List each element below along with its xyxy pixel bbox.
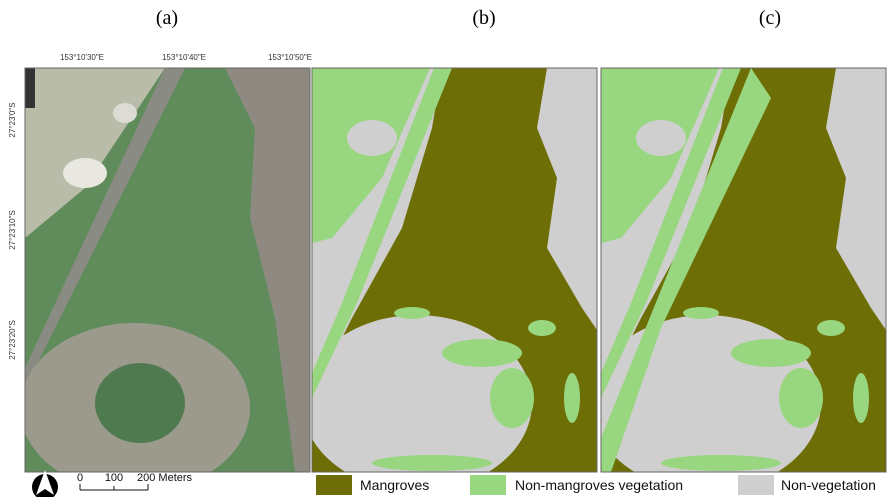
scale-bar <box>80 484 148 490</box>
legend-swatch <box>316 475 352 495</box>
latitude-label: 27°23'0"S <box>8 102 17 137</box>
classification-panel <box>302 68 597 491</box>
panel-label: (c) <box>759 7 781 29</box>
legend-swatch <box>470 475 506 495</box>
longitude-label: 153°10'30"E <box>60 53 104 62</box>
satellite-panel <box>20 68 310 493</box>
figure: (a) (b) (c) 153°10'30"E 153°10'40"E 153°… <box>0 0 893 497</box>
legend-label: Non-mangroves vegetation <box>515 477 683 493</box>
latitude-label: 27°23'20"S <box>8 320 17 360</box>
legend-swatch <box>738 475 774 495</box>
classification-panel <box>591 68 886 491</box>
scale-label: 200 Meters <box>137 472 193 484</box>
north-arrow <box>32 470 58 497</box>
latitude-label: 27°23'10"S <box>8 210 17 250</box>
legend-label: Non-vegetation <box>781 477 876 493</box>
longitude-label: 153°10'40"E <box>162 53 206 62</box>
scale-label: 100 <box>105 472 123 484</box>
longitude-label: 153°10'50"E <box>268 53 312 62</box>
panel-label: (a) <box>156 7 178 29</box>
legend-label: Mangroves <box>360 477 429 493</box>
panel-label: (b) <box>472 7 495 29</box>
scale-label: 0 <box>77 472 83 484</box>
